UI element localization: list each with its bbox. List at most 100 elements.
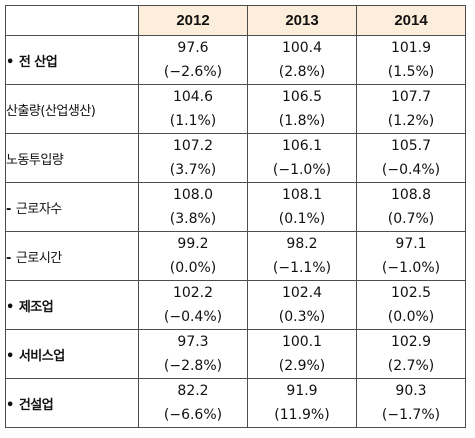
row-label-cell: • 제조업: [5, 280, 139, 330]
value-cell: 100.4 (2.8%): [247, 35, 357, 85]
growth-rate: (−1.0%): [272, 162, 332, 178]
row-label-text: 서비스업: [18, 348, 65, 364]
index-value: 97.1: [395, 236, 427, 252]
value-cell: 102.5 (0.0%): [356, 280, 466, 330]
table-header: 2012 2013 2014: [5, 5, 466, 36]
row-label: - 근로시간: [6, 247, 62, 266]
row-label-text: 산출량(산업생산): [6, 103, 96, 119]
table-row: - 근로시간 99.2 (0.0%) 98.2 (−1.1%) 97.1 (−1.0%): [5, 231, 466, 281]
growth-rate: (−2.6%): [163, 64, 223, 80]
value-cell: 108.1 (0.1%): [247, 182, 357, 232]
growth-rate: (3.7%): [169, 162, 217, 178]
growth-rate: (−0.4%): [163, 309, 223, 325]
index-value: 108.1: [281, 187, 323, 203]
growth-rate: (0.0%): [169, 260, 217, 276]
growth-rate: (2.9%): [278, 358, 326, 374]
index-value: 108.8: [390, 187, 432, 203]
growth-rate: (1.5%): [387, 64, 435, 80]
row-label-cell: 노동투입량: [5, 133, 139, 183]
index-value: 91.9: [286, 383, 318, 399]
value-cell: 100.1 (2.9%): [247, 329, 357, 379]
row-label-text: 전 산업: [18, 54, 58, 70]
table-row: - 근로자수 108.0 (3.8%) 108.1 (0.1%) 108.8 (0.7%): [5, 182, 466, 232]
row-label-text: 제조업: [18, 299, 54, 315]
row-label-cell: • 건설업: [5, 378, 139, 428]
table-row: 산출량(산업생산) 104.6 (1.1%) 106.5 (1.8%) 107.7 (1.2…: [5, 84, 466, 134]
dash-marker: -: [6, 201, 11, 217]
growth-rate: (0.3%): [278, 309, 326, 325]
row-label: • 서비스업: [6, 345, 65, 364]
value-cell: 105.7 (−0.4%): [356, 133, 466, 183]
row-label: 노동투입량: [6, 149, 64, 168]
index-value: 102.5: [390, 285, 432, 301]
value-cell: 97.1 (−1.0%): [356, 231, 466, 281]
index-value: 101.9: [390, 40, 432, 56]
index-value: 100.1: [281, 334, 323, 350]
row-label: • 건설업: [6, 394, 54, 413]
growth-rate: (3.8%): [169, 211, 217, 227]
index-value: 100.4: [281, 40, 323, 56]
growth-rate: (2.8%): [278, 64, 326, 80]
value-cell: 107.2 (3.7%): [138, 133, 248, 183]
index-value: 105.7: [390, 138, 432, 154]
year-header-2014: 2014: [356, 5, 466, 36]
dash-marker: -: [6, 250, 11, 266]
growth-rate: (0.1%): [278, 211, 326, 227]
value-cell: 82.2 (−6.6%): [138, 378, 248, 428]
row-label-cell: - 근로자수: [5, 182, 139, 232]
table-row: • 제조업 102.2 (−0.4%) 102.4 (0.3%) 102.5 (0.0%): [5, 280, 466, 330]
growth-rate: (2.7%): [387, 358, 435, 374]
index-value: 102.2: [172, 285, 214, 301]
value-cell: 90.3 (−1.7%): [356, 378, 466, 428]
value-cell: 97.6 (−2.6%): [138, 35, 248, 85]
year-header-2013: 2013: [247, 5, 357, 36]
value-cell: 106.5 (1.8%): [247, 84, 357, 134]
row-label: 산출량(산업생산): [6, 100, 96, 119]
growth-rate: (1.1%): [169, 113, 217, 129]
value-cell: 106.1 (−1.0%): [247, 133, 357, 183]
row-label-text: 근로자수: [15, 201, 62, 217]
value-cell: 91.9 (11.9%): [247, 378, 357, 428]
table-row: 노동투입량 107.2 (3.7%) 106.1 (−1.0%) 105.7 (−0.4%): [5, 133, 466, 183]
row-label-text: 건설업: [18, 397, 54, 413]
growth-rate: (−0.4%): [381, 162, 441, 178]
growth-rate: (0.7%): [387, 211, 435, 227]
bullet-marker: •: [6, 397, 14, 413]
index-value: 108.0: [172, 187, 214, 203]
index-value: 97.6: [177, 40, 209, 56]
growth-rate: (1.2%): [387, 113, 435, 129]
table-row: • 전 산업 97.6 (−2.6%) 100.4 (2.8%) 101.9 (1.5%): [5, 35, 466, 85]
value-cell: 104.6 (1.1%): [138, 84, 248, 134]
row-label-cell: • 서비스업: [5, 329, 139, 379]
index-value: 90.3: [395, 383, 427, 399]
value-cell: 108.8 (0.7%): [356, 182, 466, 232]
value-cell: 102.9 (2.7%): [356, 329, 466, 379]
index-value: 104.6: [172, 89, 214, 105]
row-label-text: 노동투입량: [6, 152, 64, 168]
index-value: 99.2: [177, 236, 209, 252]
bullet-marker: •: [6, 299, 14, 315]
index-value: 102.4: [281, 285, 323, 301]
index-value: 97.3: [177, 334, 209, 350]
value-cell: 99.2 (0.0%): [138, 231, 248, 281]
value-cell: 101.9 (1.5%): [356, 35, 466, 85]
row-label: - 근로자수: [6, 198, 62, 217]
value-cell: 102.4 (0.3%): [247, 280, 357, 330]
growth-rate: (1.8%): [278, 113, 326, 129]
index-value: 106.1: [281, 138, 323, 154]
row-label: • 제조업: [6, 296, 54, 315]
row-label-cell: 산출량(산업생산): [5, 84, 139, 134]
value-cell: 108.0 (3.8%): [138, 182, 248, 232]
growth-rate: (−1.1%): [272, 260, 332, 276]
index-value: 107.7: [390, 89, 432, 105]
row-label-cell: • 전 산업: [5, 35, 139, 85]
growth-rate: (−1.0%): [381, 260, 441, 276]
row-label-text: 근로시간: [15, 250, 62, 266]
header-row: 2012 2013 2014: [5, 5, 466, 36]
index-value: 98.2: [286, 236, 318, 252]
header-corner-cell: [5, 5, 139, 36]
value-cell: 107.7 (1.2%): [356, 84, 466, 134]
year-header-2012: 2012: [138, 5, 248, 36]
value-cell: 98.2 (−1.1%): [247, 231, 357, 281]
bullet-marker: •: [6, 54, 14, 70]
